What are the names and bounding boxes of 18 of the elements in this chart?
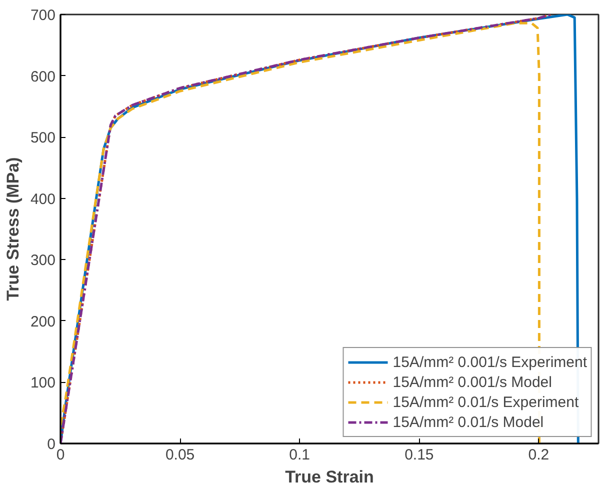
y-axis-title: True Stress (MPa) (3, 157, 22, 301)
y-tick-label: 300 (30, 252, 56, 270)
legend-label: 15A/mm² 0.01/s Experiment (392, 394, 579, 410)
y-tick-label: 0 (47, 436, 56, 453)
x-tick-label: 0.05 (165, 446, 195, 464)
x-tick-label: 0.15 (404, 446, 434, 464)
y-tick-label: 700 (30, 7, 56, 24)
legend-label: 15A/mm² 0.001/s Model (392, 374, 552, 390)
y-tick-label: 400 (30, 190, 56, 208)
y-tick-label: 100 (30, 374, 56, 392)
x-axis-title: True Strain (285, 468, 374, 486)
legend-label: 15A/mm² 0.001/s Experiment (392, 354, 587, 370)
y-tick-label: 200 (30, 313, 56, 330)
y-tick-label: 600 (30, 68, 56, 86)
y-tick-label: 500 (30, 130, 56, 147)
x-tick-label: 0.2 (528, 446, 550, 464)
x-tick-label: 0.1 (289, 446, 310, 464)
legend-label: 15A/mm² 0.01/s Model (392, 414, 544, 430)
